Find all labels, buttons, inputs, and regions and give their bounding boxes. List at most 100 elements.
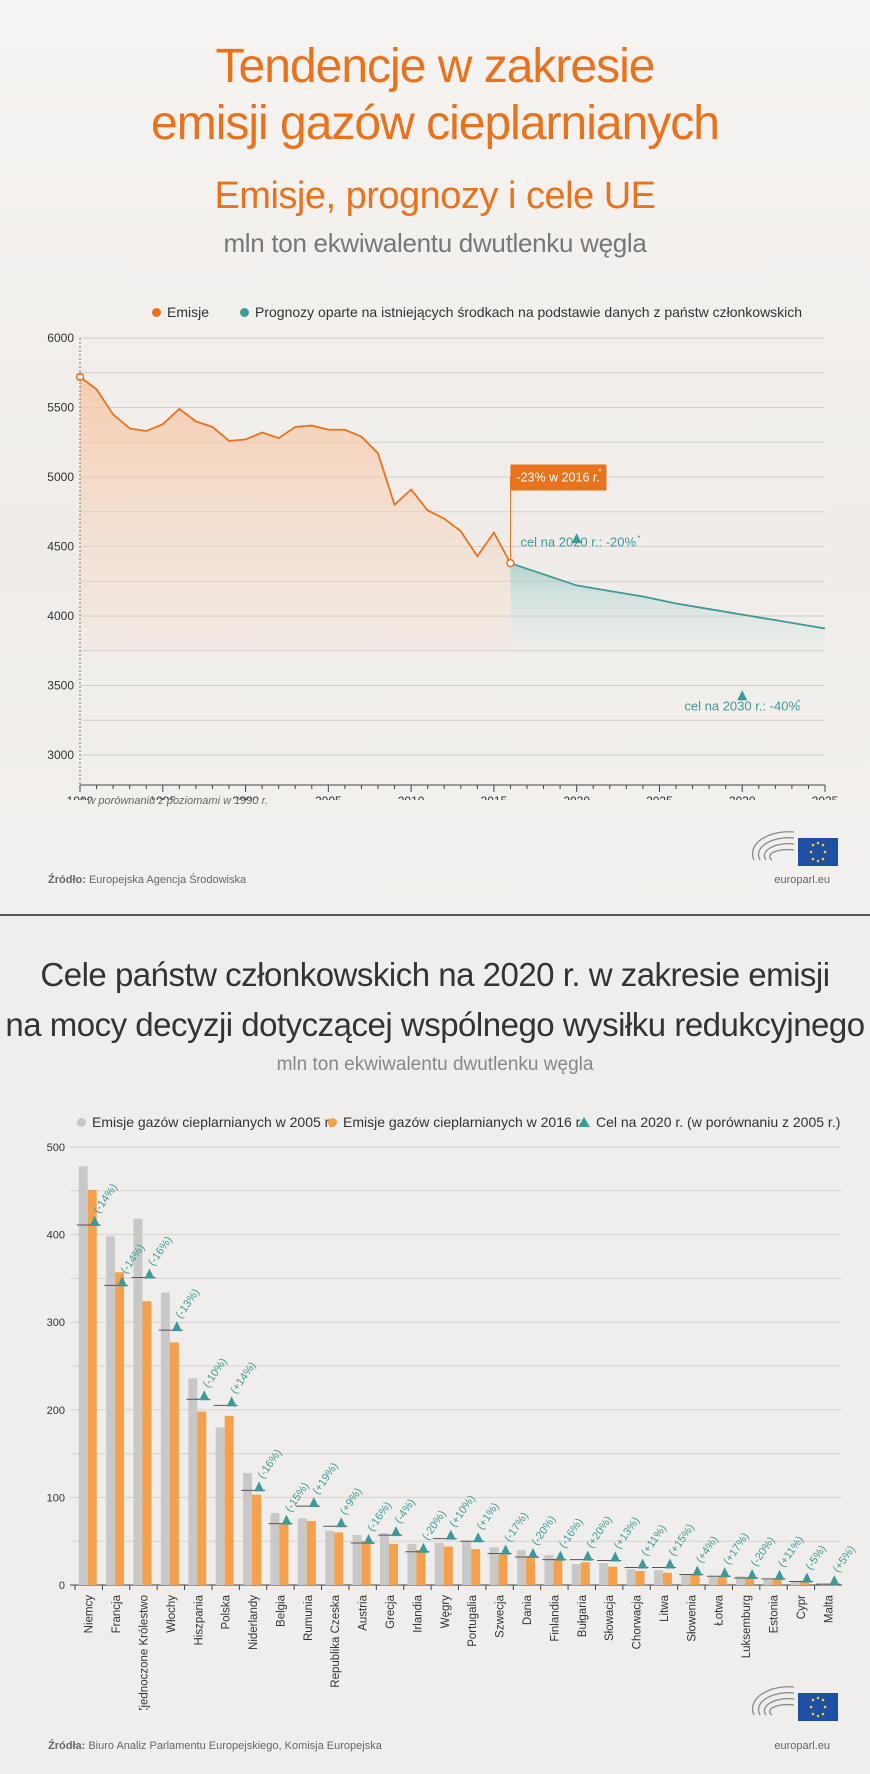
bar-2016 xyxy=(197,1411,207,1585)
bar-2016 xyxy=(416,1549,426,1585)
category-label: Zjednoczone Królestwo xyxy=(138,1595,150,1710)
target-label: (-16%) xyxy=(557,1516,586,1550)
category-label: Estonia xyxy=(769,1594,781,1633)
y-tick-label: 4500 xyxy=(47,540,74,554)
bar-2016 xyxy=(498,1554,508,1585)
target-label: (+19%) xyxy=(310,1461,340,1497)
y-tick-label: 500 xyxy=(47,1142,65,1154)
target-triangle-icon xyxy=(336,1517,347,1528)
bar-2016 xyxy=(772,1578,782,1585)
category-label: Chorwacja xyxy=(632,1594,644,1649)
target-label: (+1%) xyxy=(475,1501,502,1532)
legend-2005-label: Emisje gazów cieplarnianych w 2005 r. xyxy=(92,1114,333,1130)
unit-label: mln ton ekwiwalentu dwutlenku węgla xyxy=(223,228,647,258)
x-tick-label: 2030 xyxy=(729,794,756,800)
projection-area xyxy=(510,563,825,651)
bar-2016 xyxy=(525,1556,535,1585)
legend-2016-label: Emisje gazów cieplarnianych w 2016 r. xyxy=(343,1114,584,1130)
y-tick-label: 5000 xyxy=(47,470,74,484)
target-triangle-icon xyxy=(391,1526,402,1537)
target-label: (-20%) xyxy=(530,1514,559,1548)
divider xyxy=(0,914,870,916)
emissions-area xyxy=(80,376,511,651)
legend-2005: Emisje gazów cieplarnianych w 2005 r. xyxy=(77,1114,332,1130)
bar-2016 xyxy=(87,1189,97,1585)
bar-2005 xyxy=(215,1427,225,1585)
target-label: (+20%) xyxy=(584,1514,614,1550)
category-label: Belgia xyxy=(275,1594,287,1627)
target-triangle-icon xyxy=(747,1568,758,1579)
footnote: * w porównaniu z poziomami w 1990 r. xyxy=(80,795,268,807)
y-tick-label: 300 xyxy=(47,1317,65,1329)
legend-dot-2016 xyxy=(328,1117,337,1127)
legend-dot-2005 xyxy=(77,1117,86,1127)
target-triangle-icon xyxy=(418,1542,429,1553)
category-label: Malta xyxy=(823,1594,835,1623)
y-tick-label: 5500 xyxy=(47,401,74,415)
target-label: (-16%) xyxy=(365,1500,394,1534)
bar-2005 xyxy=(297,1518,307,1585)
bar-2016 xyxy=(252,1494,262,1585)
target-label: (-13%) xyxy=(174,1287,203,1321)
section2-title: Cele państw członkowskich na 2020 r. w z… xyxy=(0,950,870,1050)
bar-2016 xyxy=(745,1577,755,1585)
legend-target: Cel na 2020 r. (w porównaniu z 2005 r.) xyxy=(578,1114,840,1130)
target-triangle-icon xyxy=(500,1544,511,1555)
x-tick-label: 1995 xyxy=(149,794,176,800)
bar-2005 xyxy=(544,1555,554,1585)
category-label: Litwa xyxy=(659,1594,671,1621)
target-triangle-icon xyxy=(89,1215,100,1226)
category-label: Grecja xyxy=(385,1594,397,1628)
x-tick-label: 2010 xyxy=(398,794,425,800)
target-triangle-icon xyxy=(737,690,748,701)
bar-2016 xyxy=(224,1415,234,1585)
target-2030-label: cel na 2030 r.: -40% xyxy=(684,699,800,714)
target-triangle-icon xyxy=(719,1567,730,1578)
bar-2005 xyxy=(763,1579,773,1585)
y-tick-label: 6000 xyxy=(47,331,74,345)
bar-2016 xyxy=(389,1543,399,1585)
bar-2016 xyxy=(553,1558,563,1585)
callout-box xyxy=(510,464,607,491)
target-label: (+13%) xyxy=(612,1515,642,1551)
title-line-1: Tendencje w zakresie xyxy=(215,40,656,93)
category-label: Słowenia xyxy=(686,1594,698,1641)
category-label: Portugalia xyxy=(467,1594,479,1646)
target-label: (-5%) xyxy=(804,1543,829,1572)
y-tick-label: 3000 xyxy=(47,748,74,762)
target-triangle-icon xyxy=(199,1390,210,1401)
bar-2005 xyxy=(736,1576,746,1585)
bar-2016 xyxy=(635,1570,645,1585)
bar-2005 xyxy=(626,1569,636,1585)
bar-2005 xyxy=(160,1292,170,1585)
target-label: (-20%) xyxy=(749,1535,778,1569)
bar-2005 xyxy=(708,1577,718,1585)
target-label: (+17%) xyxy=(721,1531,751,1567)
target-triangle-icon xyxy=(226,1396,237,1407)
x-tick-label: 1990 xyxy=(67,794,94,800)
target-label: (+11%) xyxy=(776,1534,806,1570)
bar-2016 xyxy=(443,1546,453,1585)
target-label: (-16%) xyxy=(146,1234,175,1268)
bar-2005 xyxy=(106,1236,116,1585)
bar-2016 xyxy=(115,1272,125,1585)
category-label: Finlandia xyxy=(549,1594,561,1641)
target-triangle-icon xyxy=(473,1532,484,1543)
category-label: Szwecja xyxy=(495,1594,507,1637)
target-2020-label: cel na 2020 r.: -20% xyxy=(520,535,636,550)
bar-2005 xyxy=(434,1542,444,1585)
source-2-label: Źródła: xyxy=(48,1740,86,1752)
target-triangle-icon xyxy=(571,533,582,544)
legend-projections: Prognozy oparte na istniejących środkach… xyxy=(240,304,802,320)
target-label: (-16%) xyxy=(256,1447,285,1481)
target-label: (+14%) xyxy=(228,1360,258,1396)
bar-2016 xyxy=(662,1572,672,1585)
legend-triangle-icon xyxy=(578,1117,590,1127)
target-label: (-10%) xyxy=(201,1356,230,1390)
x-tick-label: 2020 xyxy=(563,794,590,800)
bar-2005 xyxy=(516,1549,526,1585)
bar-2005 xyxy=(380,1533,390,1585)
bar-2016 xyxy=(471,1549,481,1585)
category-label: Luksemburg xyxy=(741,1595,753,1658)
y-tick-label: 4000 xyxy=(47,609,74,623)
